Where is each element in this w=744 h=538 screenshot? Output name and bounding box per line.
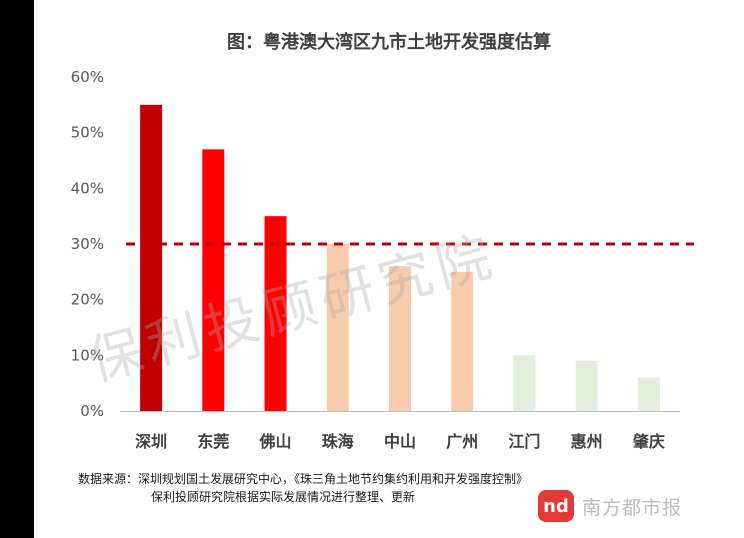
bar-7 <box>513 355 536 411</box>
bar-1 <box>140 104 163 411</box>
x-tick-label: 佛山 <box>259 432 292 451</box>
bar-5 <box>389 266 411 411</box>
x-tick-label: 惠州 <box>571 432 603 451</box>
bar-4 <box>326 244 349 411</box>
source-line-1: 数据来源：深圳规划国土发展研究中心，《珠三角土地节约集约利用和开发强度控制》 <box>78 472 529 486</box>
x-tick-label: 珠海 <box>322 432 354 451</box>
x-tick-label: 中山 <box>384 432 416 451</box>
y-tick-label: 40% <box>71 179 104 197</box>
y-tick-label: 50% <box>71 124 104 142</box>
chart-title: 图：粤港澳大湾区九市土地开发强度估算 <box>227 32 551 53</box>
bar-6 <box>451 271 474 411</box>
x-tick-label: 东莞 <box>197 432 229 451</box>
source-line-2: 保利投顾研究院根据实际发展情况进行整理、更新 <box>151 490 416 504</box>
y-tick-label: 10% <box>71 346 104 364</box>
y-tick-label: 30% <box>71 235 104 253</box>
y-tick-label: 0% <box>80 402 104 420</box>
x-tick-label: 深圳 <box>135 432 167 451</box>
bar-3 <box>264 216 287 411</box>
bar-9 <box>637 377 660 411</box>
left-border-strip <box>0 0 34 538</box>
y-tick-label: 60% <box>71 68 104 86</box>
bar-2 <box>202 149 225 411</box>
logo-text: 南方都市报 <box>582 496 683 519</box>
publisher-logo: nd 南方都市报 <box>538 490 682 522</box>
y-tick-label: 20% <box>71 291 104 309</box>
bar-8 <box>575 360 598 411</box>
x-tick-label: 江门 <box>508 432 540 451</box>
logo-mark-icon: nd <box>538 490 574 522</box>
x-tick-label: 广州 <box>446 432 478 451</box>
source-note: 数据来源：深圳规划国土发展研究中心，《珠三角土地节约集约利用和开发强度控制》 保… <box>78 470 528 506</box>
x-tick-label: 肇庆 <box>632 432 665 451</box>
